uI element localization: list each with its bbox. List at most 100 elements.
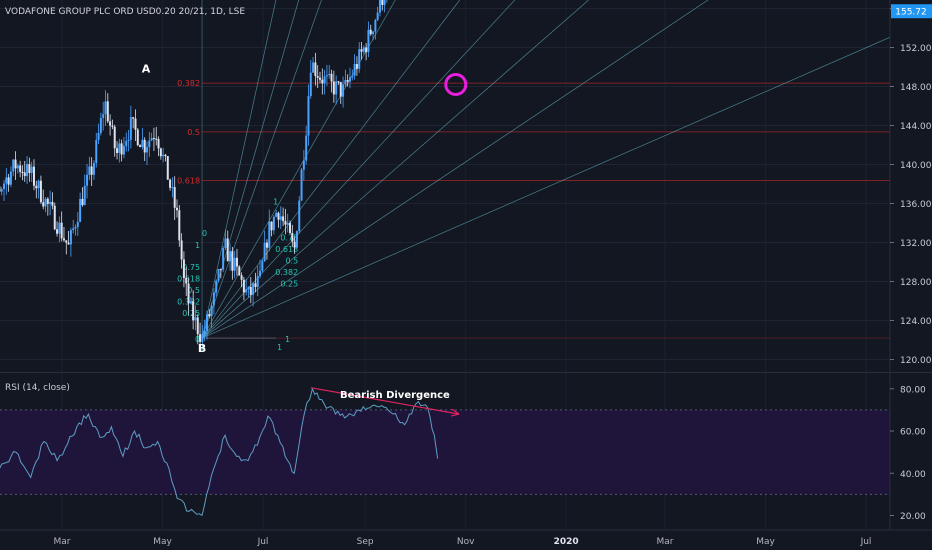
candle-body [263, 242, 266, 262]
candle-body [205, 314, 208, 331]
candle-body [97, 132, 100, 140]
candle-body [293, 241, 296, 248]
candle-body [332, 81, 335, 95]
price-tick-label: 152.00 [900, 44, 932, 54]
candle-body [316, 75, 319, 78]
time-tick-label: May [756, 537, 775, 547]
candle-body [277, 212, 280, 220]
candle-body [372, 31, 375, 35]
candle-body [42, 202, 45, 207]
candle-body [79, 198, 82, 222]
rsi-line [0, 387, 439, 517]
candle-body [199, 334, 202, 342]
candle-body [335, 81, 338, 95]
rsi-title: RSI (14, close) [5, 383, 70, 393]
candle-body [314, 62, 317, 76]
time-tick-label: Jul [257, 537, 269, 547]
candle-body [69, 230, 72, 245]
candle-body [305, 135, 308, 161]
candle-body [365, 47, 368, 53]
gann-time-label: 0 [199, 343, 204, 352]
candle-body [254, 283, 257, 287]
candle-body [175, 207, 178, 211]
candle-body [76, 221, 79, 227]
candle-body [344, 80, 347, 85]
candle-body [229, 251, 232, 262]
candle-body [208, 314, 211, 317]
candle-body [339, 82, 342, 97]
candle-body [247, 287, 250, 290]
candle-body [116, 148, 119, 153]
gann-fan-line [201, 0, 322, 339]
candle-body [162, 154, 165, 157]
candle-body [141, 139, 144, 148]
candle-body [139, 145, 142, 148]
candle-body [51, 201, 54, 206]
candle-body [180, 240, 183, 260]
time-tick-label: Nov [457, 537, 475, 547]
fib-level-label: 0.382 [177, 79, 200, 88]
gann-fan-line [201, 0, 396, 339]
candle-body [259, 270, 262, 277]
candle-body [351, 75, 354, 78]
candle-body [88, 166, 91, 175]
divergence-label: Bearish Divergence [340, 390, 450, 401]
candle-body [374, 19, 377, 32]
candle-body [106, 101, 109, 122]
candle-body [235, 257, 238, 267]
candle-body [328, 73, 331, 76]
gann-fan-line [201, 0, 516, 339]
candle-body [49, 201, 52, 204]
gann-secondary-label: 0.25 [280, 279, 298, 288]
candle-body [348, 77, 351, 82]
candle-body [72, 228, 75, 231]
candle-body [282, 216, 285, 222]
gann-fan-line [201, 0, 709, 339]
chart-title: VODAFONE GROUP PLC ORD USD0.20 20/21, 1D… [5, 7, 246, 17]
candle-body [358, 49, 361, 69]
gann-ratio-label: 0.25 [182, 309, 200, 318]
candle-body [37, 180, 40, 189]
candle-body [109, 121, 112, 126]
candle-body [355, 64, 358, 69]
candle-body [56, 229, 59, 234]
candle-body [0, 189, 3, 192]
candle-body [136, 129, 139, 146]
candle-body [342, 84, 345, 97]
candle-body [240, 275, 243, 280]
candle-body [367, 29, 370, 53]
fib-level-label: 0.5 [187, 128, 200, 137]
candle-body [14, 159, 17, 169]
candle-body [182, 259, 185, 278]
price-tick-label: 136.00 [900, 200, 932, 210]
candle-body [270, 221, 273, 231]
candle-body [30, 166, 33, 174]
candle-body [5, 177, 8, 184]
candle-body [81, 198, 84, 206]
gann-secondary-label: 0.5 [285, 256, 298, 265]
candle-body [146, 147, 149, 153]
candle-body [376, 12, 379, 20]
candle-body [16, 165, 19, 169]
rsi-band [0, 409, 890, 495]
candle-body [92, 163, 95, 175]
candle-body [291, 233, 294, 242]
candle-body [102, 114, 105, 119]
candle-body [231, 251, 234, 271]
candle-body [224, 238, 227, 249]
candle-body [12, 159, 15, 172]
candle-body [279, 216, 282, 220]
rsi-tick-label: 20.00 [900, 512, 926, 522]
pivot-label: A [142, 62, 151, 75]
candle-body [252, 283, 255, 295]
candle-body [261, 261, 264, 271]
candle-body [337, 81, 340, 83]
divergence-arrowhead [450, 408, 460, 417]
candle-body [62, 238, 65, 241]
candle-body [111, 125, 114, 127]
candle-body [189, 301, 192, 304]
annotation-circle [444, 73, 468, 97]
price-tick-label: 148.00 [900, 83, 932, 93]
candle-body [86, 174, 89, 186]
candle-body [286, 222, 289, 225]
